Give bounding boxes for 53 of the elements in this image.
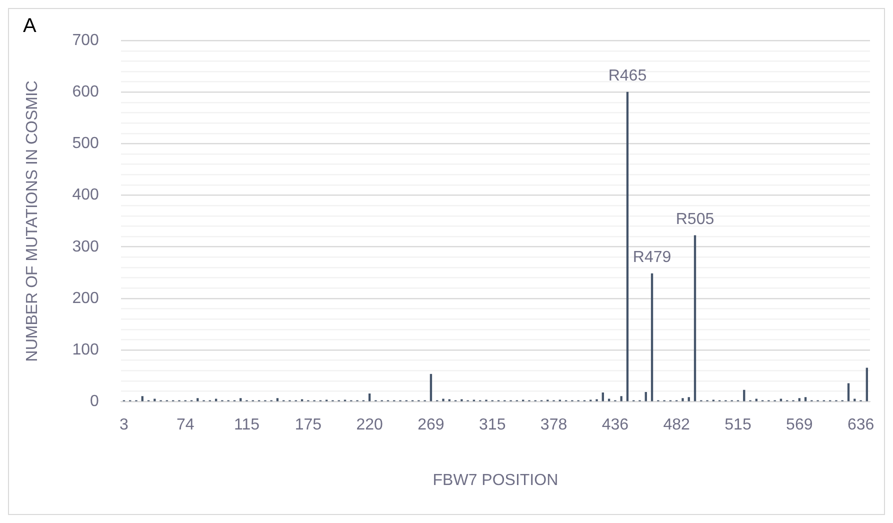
x-tick-label: 482 xyxy=(663,416,690,434)
x-tick-label: 74 xyxy=(176,416,194,434)
annotation: R505 xyxy=(676,210,714,228)
y-tick-label: 0 xyxy=(90,393,99,410)
bar xyxy=(755,398,758,402)
bar xyxy=(798,398,800,402)
x-tick-label: 315 xyxy=(479,416,506,434)
bar xyxy=(154,398,156,402)
annotation: R479 xyxy=(632,249,672,266)
bar xyxy=(430,374,432,402)
bar xyxy=(141,396,144,402)
bar xyxy=(682,398,684,402)
bar xyxy=(688,397,690,402)
y-tick-label: 700 xyxy=(72,32,99,50)
y-tick-label: 300 xyxy=(72,238,99,256)
bar xyxy=(866,368,868,402)
bar xyxy=(847,383,850,402)
y-tick-label: 100 xyxy=(72,341,99,358)
bar xyxy=(626,92,629,402)
bar xyxy=(196,398,199,402)
bar xyxy=(276,398,279,402)
bar xyxy=(780,398,782,402)
x-tick-label: 378 xyxy=(540,416,568,434)
bar xyxy=(240,398,242,402)
x-tick-label: 269 xyxy=(418,416,444,434)
annotation: R465 xyxy=(608,68,647,85)
bar xyxy=(620,396,622,402)
bar xyxy=(804,397,807,402)
bar xyxy=(214,398,218,402)
x-tick-label: 175 xyxy=(294,416,322,434)
x-axis-title: FBW7 POSITION xyxy=(432,472,558,489)
chart-title: A xyxy=(23,15,36,38)
bar xyxy=(644,392,647,402)
bar xyxy=(743,390,746,402)
bar xyxy=(854,398,856,402)
y-tick-label: 600 xyxy=(72,84,99,101)
x-tick-label: 3 xyxy=(120,416,129,434)
bar xyxy=(602,392,604,402)
bar xyxy=(442,398,444,402)
y-axis-title: NUMBER OF MUTATIONS IN COSMIC xyxy=(24,80,42,362)
x-tick-label: 115 xyxy=(234,416,260,434)
x-tick-label: 220 xyxy=(356,416,384,434)
bar xyxy=(368,394,371,402)
y-tick-label: 500 xyxy=(72,135,99,152)
bar xyxy=(694,235,696,402)
y-tick-label: 200 xyxy=(72,290,99,307)
y-tick-label: 400 xyxy=(72,186,99,204)
x-tick-label: 436 xyxy=(602,416,629,434)
bar xyxy=(608,398,610,402)
x-tick-label: 569 xyxy=(786,416,813,434)
x-tick-label: 636 xyxy=(847,416,874,434)
x-tick-label: 515 xyxy=(724,416,752,434)
bar xyxy=(650,273,654,402)
